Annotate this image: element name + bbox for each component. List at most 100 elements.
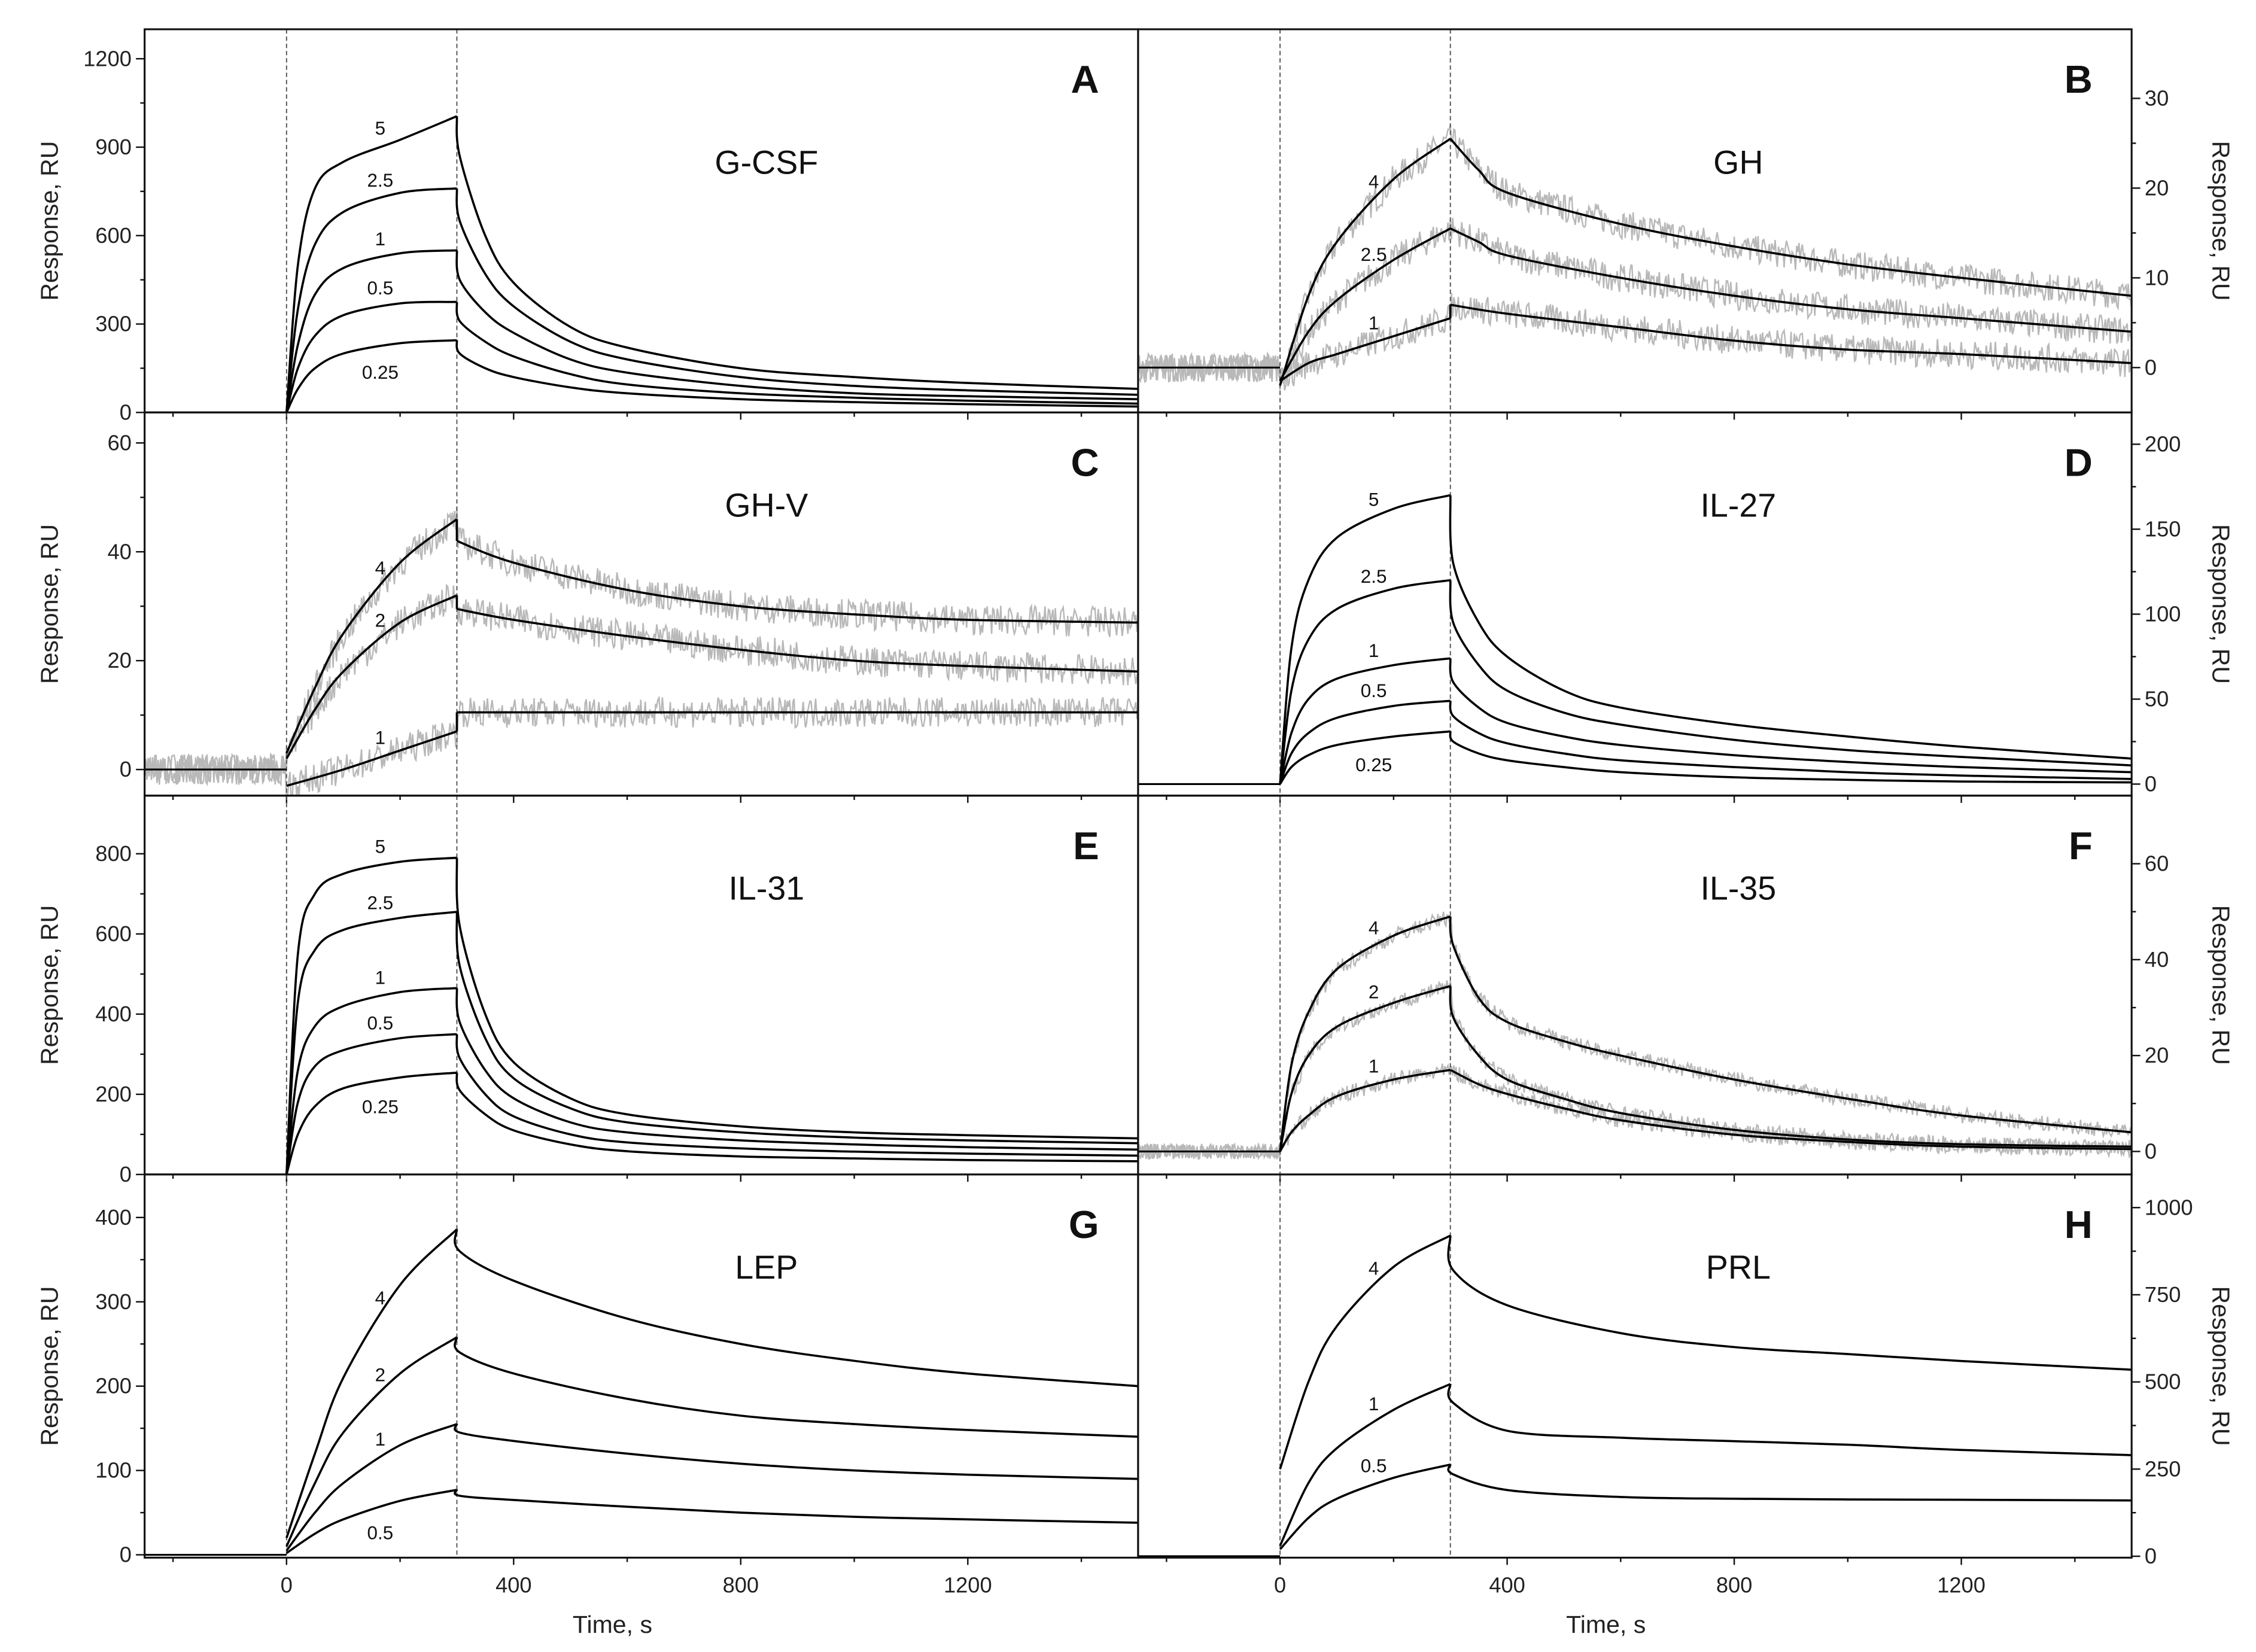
x-tick-label: 1200 bbox=[944, 1572, 992, 1597]
concentration-label: 2.5 bbox=[367, 170, 394, 191]
fit-curve-4 bbox=[285, 518, 1138, 754]
concentration-label: 0.5 bbox=[1361, 680, 1387, 701]
fit-curve-5 bbox=[285, 115, 1138, 413]
plot-area bbox=[144, 412, 1138, 796]
fit-curve-4 bbox=[1279, 915, 2132, 1152]
plot-area bbox=[1138, 795, 2132, 1175]
raw-data-series bbox=[144, 583, 1138, 784]
fit-curve-1 bbox=[1279, 303, 2132, 382]
y-tick-label: 0 bbox=[2145, 1139, 2157, 1164]
concentration-label: 0.5 bbox=[367, 1522, 394, 1543]
panel-frame bbox=[1137, 1173, 2133, 1559]
fit-curve-0.5 bbox=[285, 300, 1138, 413]
fit-curve-5 bbox=[1279, 494, 2132, 784]
y-tick-label: 900 bbox=[95, 135, 131, 159]
fit-curve-2 bbox=[285, 594, 1138, 759]
fit-curve-0.5 bbox=[1279, 699, 2132, 785]
y-tick-label: 0 bbox=[120, 1162, 132, 1186]
concentration-label: 0.5 bbox=[367, 278, 394, 299]
protein-name: LEP bbox=[735, 1249, 798, 1286]
y-axis-label: Response, RU bbox=[2208, 1286, 2235, 1446]
y-tick-label: 300 bbox=[95, 1289, 131, 1314]
y-axis-label: Response, RU bbox=[2208, 141, 2235, 301]
y-tick-label: 250 bbox=[2145, 1456, 2181, 1481]
panel-letter: D bbox=[2065, 441, 2093, 485]
concentration-label: 4 bbox=[1369, 171, 1379, 192]
panel-letter: G bbox=[1069, 1203, 1099, 1246]
fit-curve-0.5 bbox=[285, 1033, 1138, 1175]
raw-data-series bbox=[1138, 980, 2132, 1160]
plot-area bbox=[1138, 29, 2132, 413]
panel-letter: E bbox=[1073, 824, 1099, 868]
y-tick-label: 100 bbox=[2145, 602, 2181, 626]
protein-name: GH-V bbox=[725, 486, 808, 524]
protein-name: PRL bbox=[1706, 1249, 1771, 1286]
protein-name: G-CSF bbox=[714, 144, 818, 181]
y-tick-label: 0 bbox=[2145, 1544, 2157, 1568]
concentration-label: 1 bbox=[375, 968, 385, 988]
fit-curve-2 bbox=[285, 1336, 1138, 1547]
y-tick-label: 200 bbox=[95, 1082, 131, 1106]
plot-area bbox=[1138, 1174, 2132, 1558]
panel-letter: C bbox=[1071, 441, 1099, 485]
x-tick-label: 0 bbox=[281, 1572, 293, 1597]
concentration-label: 0.25 bbox=[1355, 754, 1392, 775]
y-axis-label: Response, RU bbox=[36, 141, 63, 301]
y-tick-label: 20 bbox=[2145, 175, 2169, 200]
concentration-label: 2.5 bbox=[1361, 566, 1387, 587]
concentration-label: 1 bbox=[375, 229, 385, 250]
concentration-label: 1 bbox=[375, 728, 385, 749]
y-tick-label: 150 bbox=[2145, 517, 2181, 541]
fit-curve-0.5 bbox=[285, 1489, 1138, 1554]
fit-curve-0.5 bbox=[1279, 1463, 2132, 1550]
concentration-label: 1 bbox=[1369, 313, 1379, 334]
y-tick-label: 400 bbox=[95, 1002, 131, 1026]
fit-curve-1 bbox=[1279, 1383, 2132, 1547]
protein-name: IL-31 bbox=[728, 870, 804, 907]
y-tick-label: 100 bbox=[95, 1458, 131, 1483]
y-tick-label: 0 bbox=[120, 757, 132, 781]
concentration-label: 2.5 bbox=[1361, 244, 1387, 265]
fit-curve-1 bbox=[285, 1423, 1138, 1551]
x-tick-label: 0 bbox=[1274, 1572, 1286, 1597]
fit-curve-2 bbox=[1279, 985, 2132, 1152]
x-tick-label: 800 bbox=[723, 1572, 759, 1597]
fit-curve-5 bbox=[285, 856, 1138, 1175]
y-tick-label: 400 bbox=[95, 1205, 131, 1230]
panel-frame bbox=[144, 28, 1139, 413]
concentration-label: 1 bbox=[1369, 640, 1379, 661]
y-tick-label: 50 bbox=[2145, 687, 2169, 711]
fit-curve-1 bbox=[286, 711, 1138, 787]
y-axis-label: Response, RU bbox=[2208, 905, 2235, 1065]
y-tick-label: 0 bbox=[2145, 772, 2157, 796]
y-tick-label: 200 bbox=[95, 1374, 131, 1398]
concentration-label: 4 bbox=[375, 558, 385, 579]
y-tick-label: 60 bbox=[2145, 851, 2169, 876]
plot-area bbox=[144, 29, 1138, 413]
concentration-label: 2 bbox=[1369, 981, 1379, 1002]
y-tick-label: 10 bbox=[2145, 265, 2169, 290]
concentration-label: 4 bbox=[1369, 1258, 1379, 1279]
y-tick-label: 750 bbox=[2145, 1282, 2181, 1307]
y-tick-label: 300 bbox=[95, 312, 131, 336]
fit-curve-4 bbox=[285, 1228, 1138, 1538]
y-tick-label: 600 bbox=[95, 223, 131, 248]
y-tick-label: 40 bbox=[2145, 947, 2169, 972]
concentration-label: 1 bbox=[375, 1429, 385, 1450]
concentration-label: 2 bbox=[375, 1364, 385, 1385]
concentration-label: 1 bbox=[1369, 1055, 1379, 1076]
concentration-label: 5 bbox=[375, 118, 385, 139]
y-axis-label: Response, RU bbox=[36, 1286, 63, 1446]
x-tick-label: 800 bbox=[1716, 1572, 1752, 1597]
y-tick-label: 0 bbox=[120, 400, 132, 424]
concentration-label: 0.5 bbox=[1361, 1455, 1387, 1476]
x-tick-label: 400 bbox=[495, 1572, 531, 1597]
y-axis-label: Response, RU bbox=[2208, 524, 2235, 684]
fit-curve-1 bbox=[1279, 1069, 2132, 1152]
panel-letter: B bbox=[2065, 57, 2093, 101]
panel-H: 4 1 0.5 0 250 500 750 1000 Response, RU 0 400 800 12… bbox=[1137, 1173, 2235, 1638]
panel-frame bbox=[144, 795, 1139, 1176]
y-tick-label: 30 bbox=[2145, 86, 2169, 110]
